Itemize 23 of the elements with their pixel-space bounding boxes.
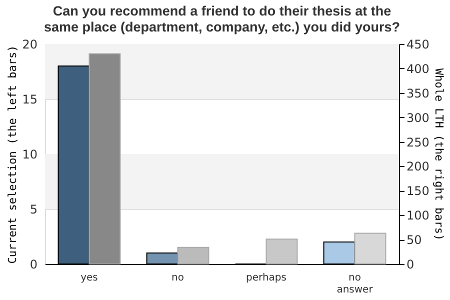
y2-tick-label: 150 — [406, 184, 430, 198]
chart-title: Can you recommend a friend to do their thesis at the same place (department, company, etc.) you did yours? — [44, 4, 400, 34]
y2-tick-label: 350 — [406, 86, 430, 100]
x-tick-label: no — [172, 272, 184, 284]
y-tick-label: 5 — [30, 202, 38, 216]
y2-tick-label: 250 — [406, 135, 430, 150]
x-tick-label: perhaps — [246, 272, 286, 284]
y2-tick-label: 0 — [406, 258, 414, 272]
y2-tick-label: 200 — [406, 160, 430, 174]
y2-tick-label: 300 — [406, 110, 430, 125]
y-tick-label: 10 — [22, 148, 38, 162]
x-tick-label: no answer — [336, 272, 374, 296]
y-tick-label: 20 — [22, 38, 38, 52]
y-tick-label: 15 — [22, 92, 38, 106]
y-axis-title: Current selection (the left bars) — [6, 45, 20, 264]
x-tick-label: yes — [80, 272, 98, 284]
y2-tick-label: 100 — [406, 208, 430, 223]
y2-tick-label: 50 — [406, 233, 422, 248]
bar — [266, 238, 298, 264]
y2-axis-title: Whole LTH (the right bars) — [432, 68, 446, 241]
y-tick-label: 0 — [30, 258, 38, 272]
y2-tick-label: 400 — [406, 62, 430, 76]
y2-tick-label: 450 — [406, 38, 430, 52]
